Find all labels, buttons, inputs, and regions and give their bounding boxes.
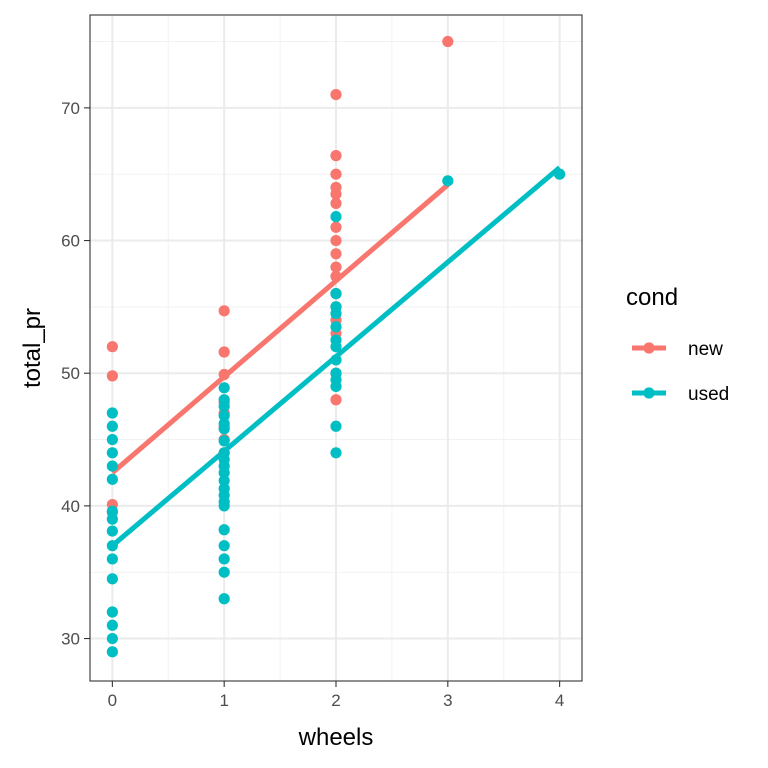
y-tick-label: 30 <box>61 630 80 649</box>
x-axis-title: wheels <box>298 724 374 751</box>
legend-title: cond <box>626 284 678 311</box>
x-tick-label: 2 <box>331 691 340 710</box>
point-used <box>106 407 118 419</box>
point-new <box>330 150 342 162</box>
legend: cond new used <box>626 284 729 405</box>
point-new <box>330 394 342 406</box>
point-used <box>106 513 118 525</box>
point-new <box>442 35 454 48</box>
point-new <box>330 188 342 200</box>
point-used <box>218 435 230 447</box>
y-axis-title: total_pr <box>19 308 46 388</box>
y-tick-label: 40 <box>61 497 80 516</box>
point-used <box>218 467 230 479</box>
point-new <box>106 370 118 382</box>
point-used <box>106 473 118 485</box>
point-used <box>218 423 230 435</box>
point-used <box>218 400 230 412</box>
point-used <box>218 475 230 487</box>
x-tick-label: 4 <box>555 691 564 710</box>
point-new <box>330 248 342 260</box>
trend-line-new <box>110 182 450 475</box>
legend-keys: new used <box>632 339 729 405</box>
data-points <box>106 35 566 658</box>
point-used <box>218 566 230 578</box>
point-used <box>106 540 118 552</box>
point-used <box>330 211 342 223</box>
point-new <box>330 234 342 247</box>
point-new <box>330 89 342 101</box>
x-tick-label: 1 <box>219 691 228 710</box>
point-used <box>330 321 342 333</box>
legend-label-used: used <box>688 384 729 405</box>
point-used <box>218 410 230 422</box>
point-used <box>106 606 118 618</box>
point-used <box>106 553 118 565</box>
point-used <box>106 632 118 645</box>
plot-panel <box>89 14 583 682</box>
x-tick-label: 3 <box>443 691 452 710</box>
point-used <box>330 420 342 432</box>
point-used <box>330 354 342 366</box>
point-used <box>106 505 118 517</box>
point-new <box>106 341 118 353</box>
point-used <box>554 168 566 180</box>
point-new <box>330 197 342 209</box>
point-used <box>442 175 454 187</box>
point-used <box>218 553 230 565</box>
x-axis: 0 1 2 3 4 <box>108 681 564 710</box>
legend-key-point-new <box>643 342 655 354</box>
point-used <box>218 524 230 536</box>
legend-label-new: new <box>688 339 723 360</box>
x-tick-label: 0 <box>108 691 117 710</box>
point-used <box>106 460 118 472</box>
point-used <box>106 573 118 585</box>
point-used <box>106 646 118 658</box>
point-used <box>106 525 118 537</box>
y-tick-label: 50 <box>61 364 80 383</box>
point-used <box>106 447 118 459</box>
point-used <box>330 341 342 353</box>
point-used <box>330 447 342 459</box>
point-used <box>218 382 230 394</box>
point-new <box>218 305 230 317</box>
point-new <box>218 346 230 358</box>
point-used <box>218 593 230 605</box>
point-used <box>330 288 342 300</box>
legend-key-point-used <box>643 387 655 399</box>
point-used <box>106 619 118 631</box>
y-tick-label: 60 <box>61 232 80 251</box>
point-new <box>330 168 342 180</box>
point-used <box>218 540 230 552</box>
point-used <box>330 380 342 393</box>
point-used <box>330 307 342 320</box>
point-new <box>218 368 230 381</box>
point-new <box>330 270 342 282</box>
point-used <box>106 420 118 432</box>
point-used <box>106 433 118 446</box>
point-used <box>218 500 230 512</box>
y-axis: 30 40 50 60 70 <box>61 99 90 649</box>
y-tick-label: 70 <box>61 99 80 118</box>
point-new <box>330 221 342 233</box>
point-new <box>330 261 342 273</box>
